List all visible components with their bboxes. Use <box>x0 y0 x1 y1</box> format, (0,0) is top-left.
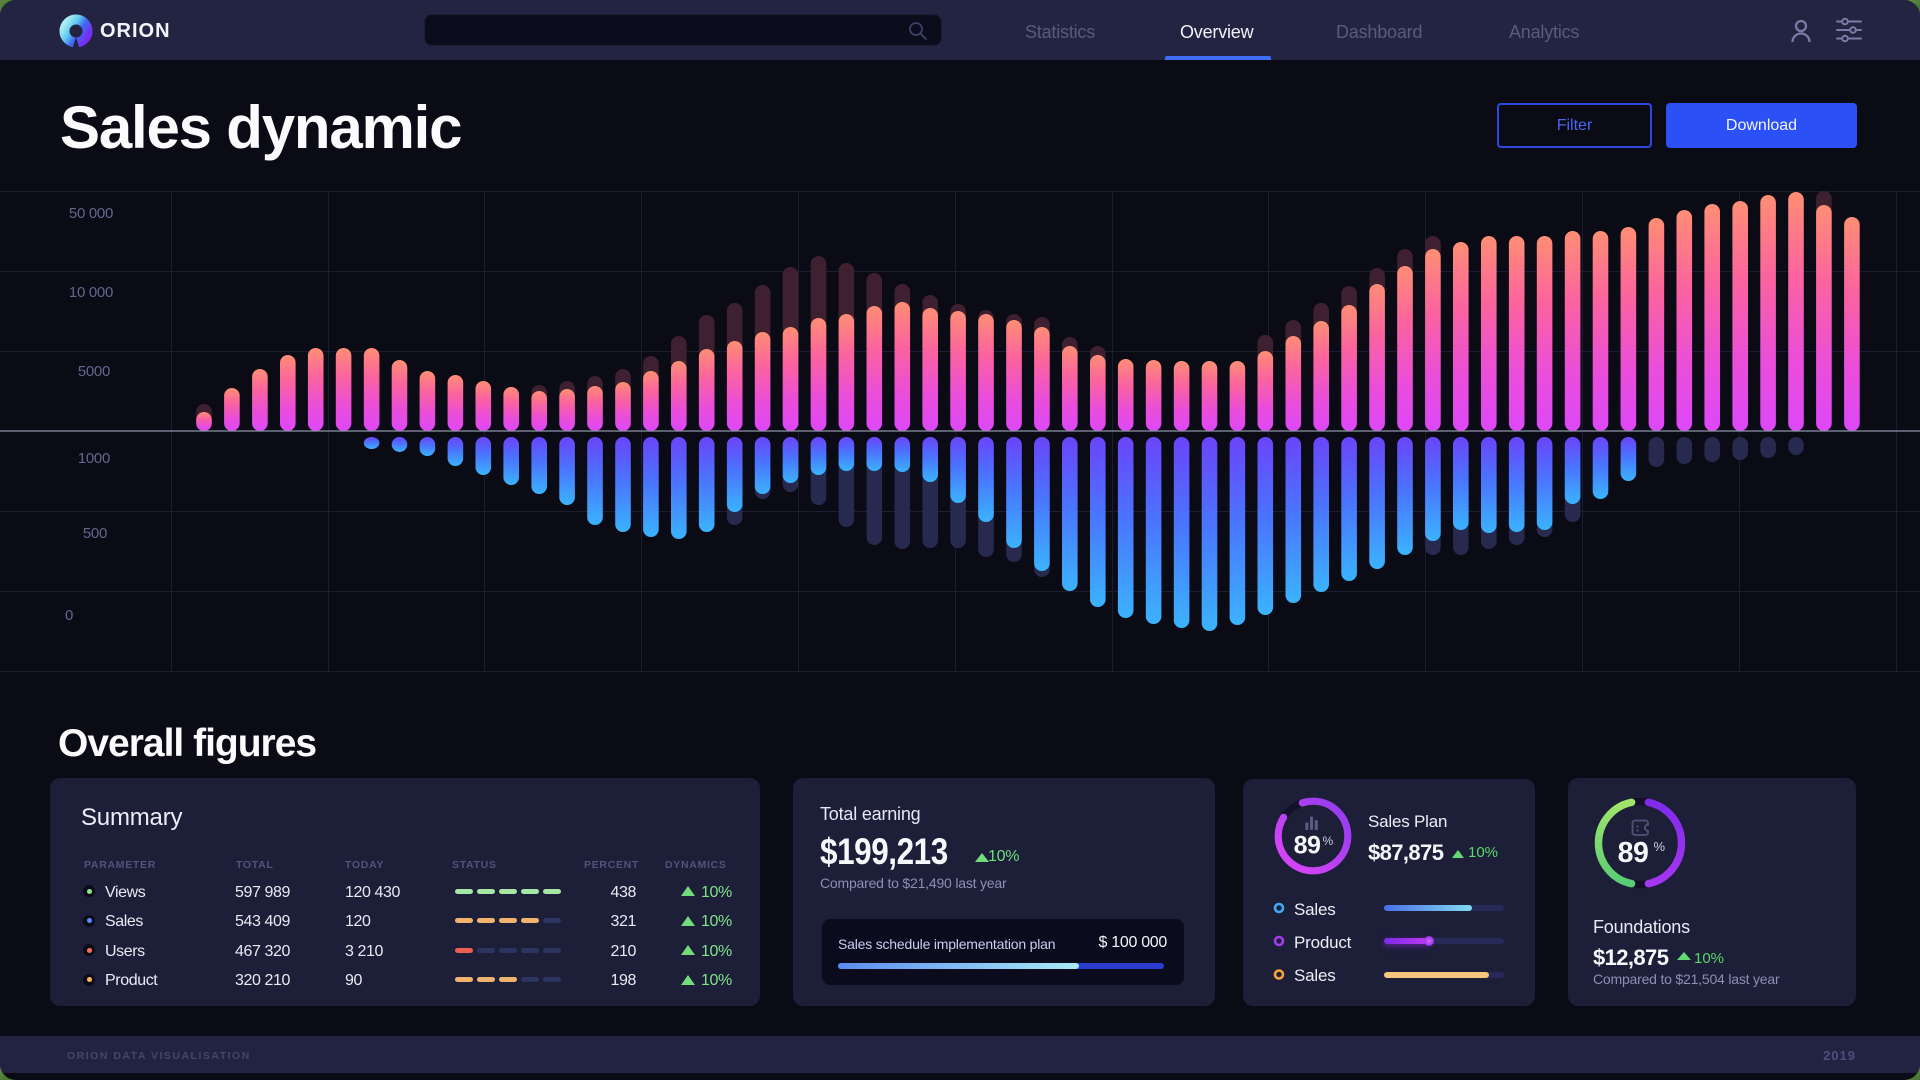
svg-text:50 000: 50 000 <box>69 205 113 222</box>
svg-text:5000: 5000 <box>78 363 110 380</box>
svg-text:10 000: 10 000 <box>69 284 113 301</box>
svg-text:500: 500 <box>83 525 107 542</box>
svg-text:1000: 1000 <box>78 450 110 467</box>
svg-text:0: 0 <box>65 607 73 624</box>
